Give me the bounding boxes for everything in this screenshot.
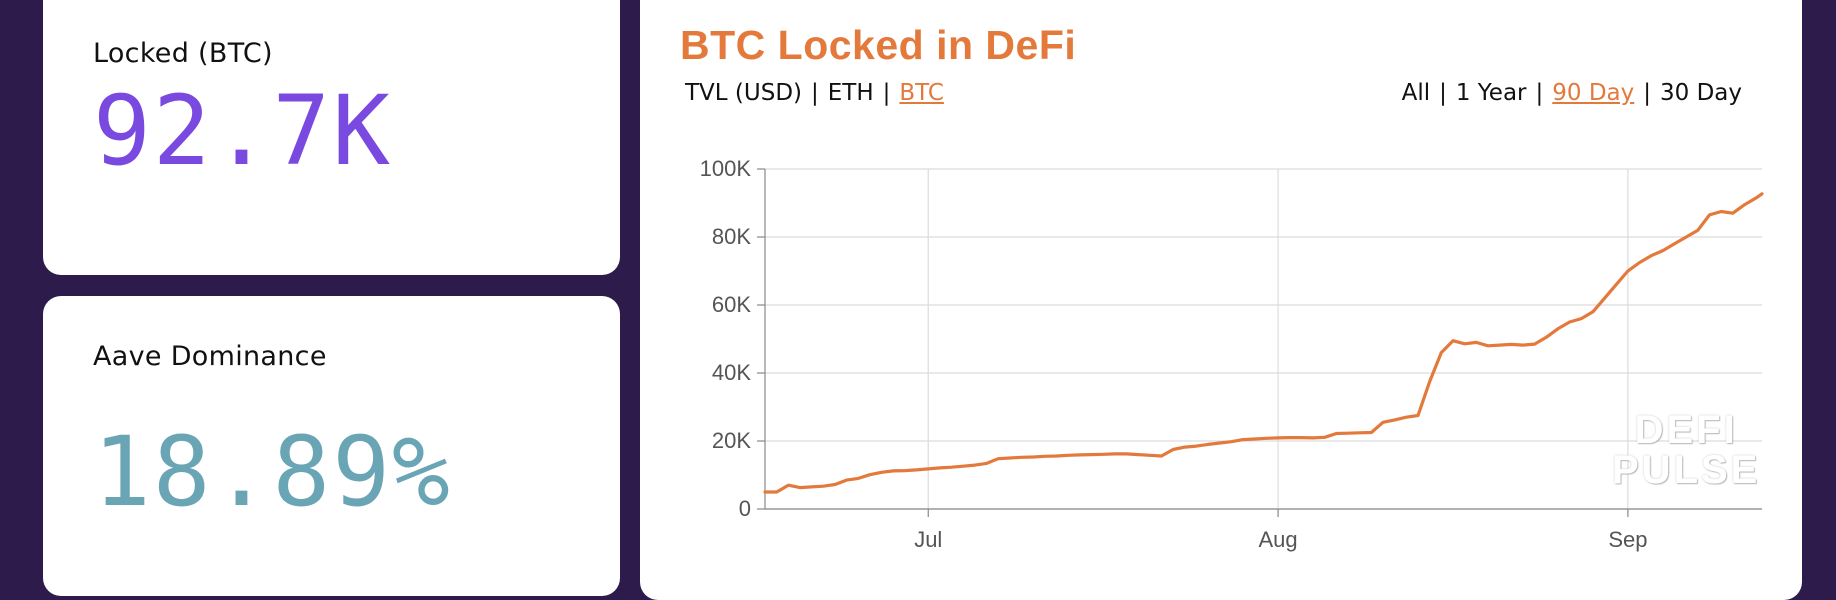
x-tick-label: Sep xyxy=(1608,527,1647,552)
y-tick-label: 80K xyxy=(712,224,751,249)
x-tick-label: Jul xyxy=(914,527,942,552)
metric-option-eth[interactable]: ETH xyxy=(827,80,874,106)
metric-option-tvl-usd[interactable]: TVL (USD) xyxy=(685,80,802,106)
metric-toggle: TVL (USD) | ETH | BTC xyxy=(685,80,944,106)
aave-dominance-card: Aave Dominance 18.89% xyxy=(43,296,620,596)
separator: | xyxy=(882,80,891,106)
y-tick-label: 40K xyxy=(712,360,751,385)
locked-btc-card: Locked (BTC) 92.7K xyxy=(43,0,620,275)
y-tick-label: 60K xyxy=(712,292,751,317)
defi-pulse-logo: DEFI PULSE xyxy=(1612,410,1760,490)
separator: | xyxy=(1439,80,1447,106)
range-option-1-year[interactable]: 1 Year xyxy=(1455,80,1527,106)
range-option-all[interactable]: All xyxy=(1401,80,1431,106)
locked-btc-label: Locked (BTC) xyxy=(93,38,273,69)
chart-title: BTC Locked in DeFi xyxy=(680,22,1077,68)
metric-option-btc[interactable]: BTC xyxy=(899,80,944,106)
btc-locked-series-line xyxy=(763,192,1764,494)
separator: | xyxy=(1643,80,1651,106)
range-option-90-day[interactable]: 90 Day xyxy=(1552,80,1635,106)
chart-panel: BTC Locked in DeFi TVL (USD) | ETH | BTC All… xyxy=(640,0,1802,600)
range-toggle: All | 1 Year | 90 Day | 30 Day xyxy=(1402,80,1742,106)
watermark-line-2: PULSE xyxy=(1612,448,1761,492)
separator: | xyxy=(1535,80,1544,106)
separator: | xyxy=(811,80,819,106)
btc-locked-line-chart: 0 20K 40K 60K 80K 100K Jul Aug Sep xyxy=(700,156,1764,552)
y-tick-label: 100K xyxy=(700,156,752,181)
range-option-30-day[interactable]: 30 Day xyxy=(1660,80,1742,106)
aave-dominance-label: Aave Dominance xyxy=(93,341,327,372)
locked-btc-value: 92.7K xyxy=(93,75,392,187)
y-tick-label: 20K xyxy=(712,428,751,453)
watermark-line-1: DEFI xyxy=(1634,408,1738,452)
aave-dominance-value: 18.89% xyxy=(93,416,452,528)
x-tick-label: Aug xyxy=(1258,527,1297,552)
y-tick-label: 0 xyxy=(739,496,751,521)
